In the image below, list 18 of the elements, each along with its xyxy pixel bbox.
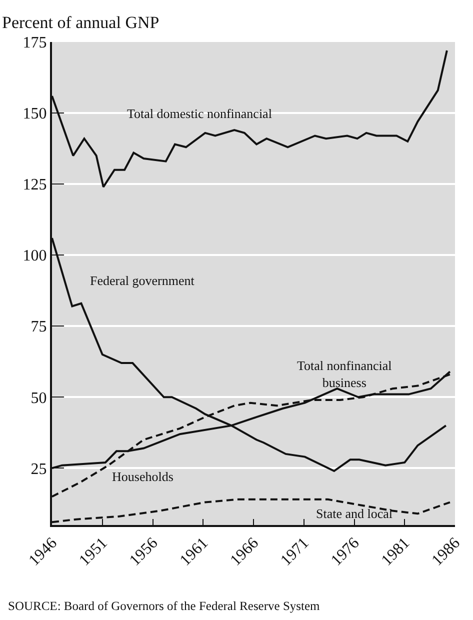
series-label: Households xyxy=(112,469,174,484)
source-note: SOURCE: Board of Governors of the Federal Reserve System xyxy=(8,599,320,613)
x-tick-label: 1951 xyxy=(76,534,111,570)
series-label: Federal government xyxy=(90,273,195,288)
x-tick-label: 1981 xyxy=(378,534,414,570)
series-label: State and local xyxy=(316,506,393,521)
x-tick-label: 1971 xyxy=(278,534,312,570)
y-tick-label: 25 xyxy=(30,460,47,478)
y-tick-label: 175 xyxy=(22,34,47,52)
y-tick-label: 75 xyxy=(30,318,47,336)
series-label: Total domestic nonfinancial xyxy=(127,106,272,121)
y-tick-label: 100 xyxy=(22,248,47,265)
y-axis-title: Percent of annual GNP xyxy=(2,13,160,32)
y-tick-label: 50 xyxy=(30,390,47,407)
y-tick-label: 125 xyxy=(22,176,47,194)
x-tick-label: 1961 xyxy=(176,534,212,570)
y-tick-label: 150 xyxy=(22,106,47,123)
series-label: Total nonfinancial business xyxy=(297,358,392,390)
